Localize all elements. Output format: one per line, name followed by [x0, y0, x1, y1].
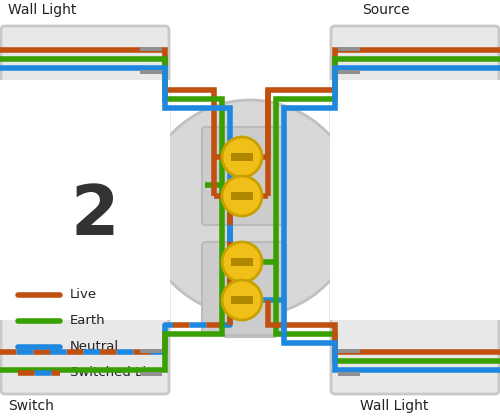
Bar [231, 258, 253, 266]
Circle shape [222, 176, 262, 216]
FancyBboxPatch shape [202, 242, 286, 335]
Text: Earth: Earth [70, 314, 106, 327]
Circle shape [222, 280, 262, 320]
Text: Wall Light: Wall Light [8, 3, 76, 17]
FancyBboxPatch shape [331, 26, 499, 394]
Circle shape [142, 100, 358, 316]
Text: Neutral: Neutral [70, 341, 119, 354]
Bar [338, 47, 360, 51]
Bar [140, 349, 162, 353]
Text: Wall Light: Wall Light [360, 399, 428, 413]
Bar [338, 372, 360, 376]
Bar [231, 153, 253, 161]
Bar [231, 192, 253, 200]
Text: 2: 2 [71, 181, 119, 249]
Bar [338, 349, 360, 353]
Bar [330, 80, 500, 320]
Bar [0, 80, 170, 320]
FancyBboxPatch shape [224, 298, 276, 337]
Text: Switched Live: Switched Live [70, 367, 162, 379]
Circle shape [222, 242, 262, 282]
Text: Source: Source [362, 3, 410, 17]
Bar [140, 372, 162, 376]
FancyBboxPatch shape [1, 26, 169, 394]
Bar [338, 70, 360, 74]
Bar [231, 296, 253, 304]
Circle shape [222, 137, 262, 177]
Text: Switch: Switch [8, 399, 54, 413]
FancyBboxPatch shape [202, 127, 286, 225]
Text: Live: Live [70, 289, 97, 301]
Bar [140, 70, 162, 74]
Bar [140, 47, 162, 51]
